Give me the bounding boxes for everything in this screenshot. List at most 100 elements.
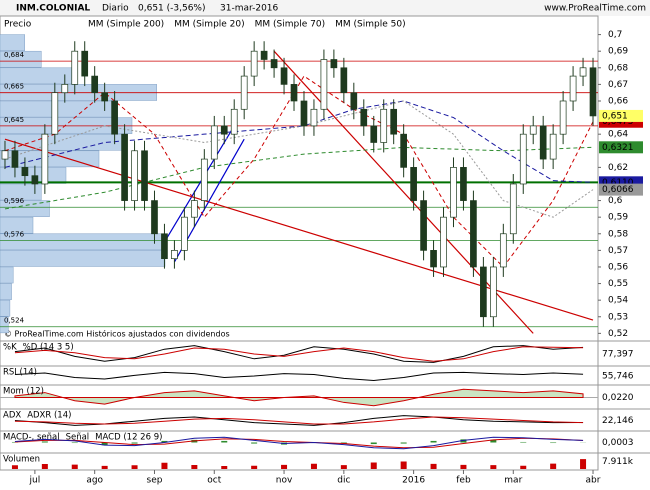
candle-body bbox=[519, 133, 527, 185]
x-tick-label: jul bbox=[29, 476, 41, 486]
panel-bar bbox=[191, 465, 198, 469]
level-label: 0,665 bbox=[4, 83, 24, 91]
panel-bar bbox=[490, 465, 497, 469]
candle-body bbox=[330, 59, 338, 69]
candle-body bbox=[171, 250, 178, 260]
candle-body bbox=[210, 125, 218, 160]
panel-bar bbox=[11, 465, 18, 469]
panel-value-box bbox=[599, 415, 643, 427]
panel-bar bbox=[161, 440, 168, 443]
candle-body bbox=[470, 200, 477, 268]
candle-body bbox=[430, 250, 437, 268]
panel-label: Volumen bbox=[3, 455, 40, 465]
candle-body bbox=[340, 67, 348, 94]
candle-body bbox=[529, 125, 537, 135]
panel-bar bbox=[430, 463, 437, 469]
footer: © ProRealTime.com Históricos ajustados c… bbox=[4, 329, 230, 339]
panel-bar bbox=[131, 465, 138, 469]
period: Diario bbox=[102, 4, 129, 14]
x-tick-label: dic bbox=[337, 476, 350, 486]
y-tick-label: 0,67 bbox=[608, 80, 628, 90]
y-tick-label: 0,58 bbox=[608, 229, 628, 239]
price-legend: Precio bbox=[4, 20, 32, 30]
candle-body bbox=[280, 67, 288, 85]
candle-body bbox=[161, 233, 168, 260]
x-tick-label: ago bbox=[86, 476, 103, 486]
panel-bar bbox=[520, 465, 527, 469]
candle-body bbox=[509, 183, 517, 235]
candle-body bbox=[91, 75, 99, 94]
candle-body bbox=[440, 216, 447, 268]
candle-body bbox=[310, 108, 318, 127]
y-tick-label: 0,69 bbox=[608, 47, 628, 57]
moving-average bbox=[4, 100, 594, 218]
panel-bar bbox=[400, 442, 407, 444]
candle-body bbox=[141, 150, 148, 201]
y-tick-label: 0,6 bbox=[608, 196, 623, 206]
panel-bar bbox=[460, 464, 467, 469]
price-last-label: 0,651 bbox=[602, 111, 628, 121]
candle-body bbox=[11, 150, 19, 168]
x-tick-label: nov bbox=[276, 476, 293, 486]
date: 31-mar-2016 bbox=[220, 4, 279, 14]
profile-bar bbox=[0, 283, 12, 300]
y-tick-label: 0,7 bbox=[608, 30, 622, 40]
panel-label: ADX bbox=[3, 411, 21, 421]
panel-line bbox=[14, 436, 584, 450]
quote: 0,651 (-3,56%) bbox=[138, 4, 206, 14]
panel-label: %D (14 3 5) bbox=[23, 343, 74, 353]
ma-last-label: 0,6066 bbox=[602, 185, 634, 195]
panel-line bbox=[14, 345, 584, 363]
panel-bar bbox=[101, 465, 108, 469]
x-tick-label: oct bbox=[207, 476, 221, 486]
moving-average bbox=[4, 146, 594, 210]
y-tick-label: 0,52 bbox=[608, 329, 628, 339]
candle-body bbox=[191, 200, 198, 218]
candle-body bbox=[350, 92, 358, 110]
panel-bar bbox=[370, 462, 377, 469]
candle-body bbox=[380, 108, 388, 143]
level-label: 0,684 bbox=[4, 51, 25, 59]
ma-last-label: 0,6321 bbox=[602, 143, 634, 153]
panel-bar bbox=[580, 459, 587, 469]
candle-body bbox=[31, 175, 39, 185]
ma-last-label: 0,6110 bbox=[602, 178, 634, 188]
candle-body bbox=[260, 50, 268, 60]
y-tick-label: 0,56 bbox=[608, 262, 628, 272]
candle-body bbox=[111, 100, 118, 135]
x-tick-label: abr bbox=[586, 476, 601, 486]
price-last-label-box bbox=[599, 109, 643, 122]
panel-bar bbox=[520, 441, 527, 443]
panel-line bbox=[14, 371, 584, 382]
panel-label: Mom (12) bbox=[3, 387, 44, 397]
profile-bar bbox=[0, 316, 9, 334]
panel-line bbox=[14, 346, 584, 362]
panel-label: MACD-, señal bbox=[3, 433, 60, 443]
panel-line bbox=[14, 416, 584, 425]
panel-label: ADXR (14) bbox=[27, 411, 71, 421]
candle-body bbox=[420, 200, 427, 251]
panel-value: 0,0220 bbox=[602, 393, 634, 403]
panel-bar bbox=[101, 442, 108, 446]
panel-bar bbox=[550, 463, 557, 469]
candle-body bbox=[569, 75, 577, 102]
candle-body bbox=[499, 233, 507, 268]
candle-body bbox=[290, 84, 298, 102]
ma-last-label-box bbox=[599, 141, 643, 154]
candle-body bbox=[400, 133, 407, 168]
panel-value-box bbox=[599, 349, 643, 360]
panel-bar bbox=[340, 465, 347, 469]
y-tick-label: 0,62 bbox=[608, 163, 628, 173]
panel-value: 77,397 bbox=[602, 350, 634, 360]
profile-bar bbox=[0, 266, 14, 284]
candle-body bbox=[460, 167, 467, 201]
panel-bar bbox=[370, 442, 377, 445]
y-tick-label: 0,64 bbox=[608, 130, 628, 140]
trendline bbox=[163, 125, 235, 243]
profile-bar bbox=[0, 183, 42, 201]
panel-bar bbox=[310, 463, 317, 469]
candle-body bbox=[490, 266, 497, 318]
ticker: INM.COLONIAL bbox=[16, 4, 90, 14]
legend-entry: MM (Simple 20) bbox=[174, 20, 244, 30]
